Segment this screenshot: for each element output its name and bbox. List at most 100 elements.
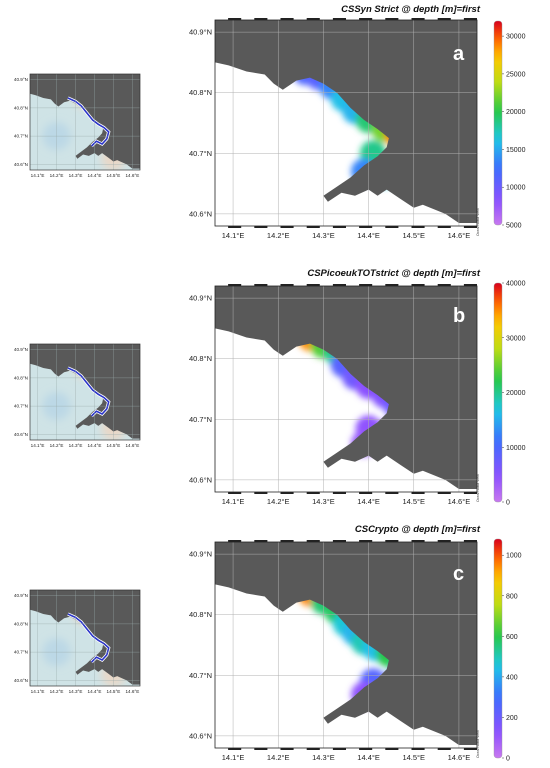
frame-tick bbox=[411, 540, 425, 542]
minimap-lon-label: 14.2°E bbox=[50, 443, 64, 448]
frame-tick bbox=[437, 540, 451, 542]
frame-tick bbox=[437, 18, 451, 20]
frame-tick bbox=[385, 284, 399, 286]
frame-tick bbox=[228, 284, 242, 286]
frame-tick bbox=[228, 18, 242, 20]
colorbar-label: 10000 bbox=[506, 185, 526, 192]
frame-tick bbox=[254, 748, 268, 750]
lat-label: 40.8°N bbox=[189, 354, 212, 363]
minimap-lat-label: 40.9°N bbox=[14, 77, 28, 82]
minimap-body: 40.9°N 40.8°N 40.7°N 40.6°N 14.1°E 14.2°E 14.3… bbox=[14, 589, 141, 694]
minimap-lon-label: 14.4°E bbox=[88, 689, 102, 694]
lat-label: 40.9°N bbox=[189, 550, 212, 559]
minimap-lat-label: 40.8°N bbox=[14, 375, 28, 380]
watermark: Ocean Data View bbox=[476, 208, 480, 236]
lon-label: 14.3°E bbox=[312, 231, 335, 240]
frame-tick bbox=[463, 540, 477, 542]
colorbar-gradient bbox=[493, 20, 503, 226]
minimap-lon-label: 14.5°E bbox=[107, 689, 121, 694]
frame-tick bbox=[385, 492, 399, 494]
minimap-body: 40.9°N 40.8°N 40.7°N 40.6°N 14.1°E 14.2°E 14.3… bbox=[14, 73, 141, 178]
minimap-lon-label: 14.5°E bbox=[107, 173, 121, 178]
colorbar-label: 30000 bbox=[506, 34, 526, 41]
frame-tick bbox=[280, 748, 294, 750]
lon-label: 14.4°E bbox=[357, 753, 380, 762]
frame-tick bbox=[359, 748, 373, 750]
lat-label: 40.7°N bbox=[189, 415, 212, 424]
minimap-lon-label: 14.6°E bbox=[125, 173, 139, 178]
lat-label: 40.8°N bbox=[189, 88, 212, 97]
minimap-lat-label: 40.7°N bbox=[14, 134, 28, 139]
minimap-lon-label: 14.1°E bbox=[31, 173, 45, 178]
frame-tick bbox=[437, 226, 451, 228]
lon-label: 14.6°E bbox=[448, 753, 471, 762]
frame-tick bbox=[280, 226, 294, 228]
minimap-lon-label: 14.5°E bbox=[107, 443, 121, 448]
minimap-lat-label: 40.7°N bbox=[14, 404, 28, 409]
frame-tick bbox=[280, 540, 294, 542]
frame-tick bbox=[411, 226, 425, 228]
minimap-lon-label: 14.2°E bbox=[50, 173, 64, 178]
land-mass bbox=[215, 542, 477, 745]
frame-tick bbox=[254, 492, 268, 494]
colorbar-gradient bbox=[493, 282, 503, 503]
frame-tick bbox=[306, 748, 320, 750]
frame-tick bbox=[306, 226, 320, 228]
minimap-track bbox=[67, 367, 110, 417]
lat-label: 40.8°N bbox=[189, 610, 212, 619]
frame-tick bbox=[437, 748, 451, 750]
minimap-lat-label: 40.6°N bbox=[14, 432, 28, 437]
colorbar-label: 40000 bbox=[506, 281, 526, 288]
minimap-lat-label: 40.7°N bbox=[14, 650, 28, 655]
frame-tick bbox=[306, 492, 320, 494]
colorbar-label: 800 bbox=[506, 593, 518, 600]
minimap-frame bbox=[29, 343, 141, 441]
colorbar-label: 25000 bbox=[506, 71, 526, 78]
frame-tick bbox=[280, 492, 294, 494]
frame-tick bbox=[463, 748, 477, 750]
lon-label: 14.4°E bbox=[357, 497, 380, 506]
lon-label: 14.3°E bbox=[312, 497, 335, 506]
panel-a: CSSyn Strict @ depth [m]=first 40.9°N 40.… bbox=[0, 0, 550, 250]
lon-label: 14.2°E bbox=[267, 497, 290, 506]
frame-tick bbox=[437, 492, 451, 494]
frame-tick bbox=[437, 284, 451, 286]
lon-label: 14.5°E bbox=[402, 231, 425, 240]
frame-tick bbox=[411, 492, 425, 494]
lon-label: 14.5°E bbox=[402, 497, 425, 506]
lat-label: 40.7°N bbox=[189, 149, 212, 158]
frame-tick bbox=[411, 18, 425, 20]
frame-tick bbox=[306, 540, 320, 542]
panel-letter: c bbox=[453, 563, 464, 585]
colorbar-label: 0 bbox=[506, 756, 510, 763]
frame-tick bbox=[385, 226, 399, 228]
frame-tick bbox=[228, 492, 242, 494]
minimap: 40.9°N 40.8°N 40.7°N 40.6°N 14.1°E 14.2°E 14.3… bbox=[14, 589, 141, 694]
frame-tick bbox=[463, 18, 477, 20]
frame-tick bbox=[332, 540, 346, 542]
colorbar-label: 400 bbox=[506, 674, 518, 681]
lon-label: 14.5°E bbox=[402, 753, 425, 762]
frame-tick bbox=[411, 748, 425, 750]
minimap-lat-label: 40.6°N bbox=[14, 162, 28, 167]
lat-label: 40.6°N bbox=[189, 731, 212, 740]
lon-label: 14.1°E bbox=[222, 753, 245, 762]
minimap: 40.9°N 40.8°N 40.7°N 40.6°N 14.1°E 14.2°E 14.3… bbox=[14, 343, 141, 448]
frame-tick bbox=[228, 226, 242, 228]
minimap-lon-label: 14.2°E bbox=[50, 689, 64, 694]
colorbar-label: 1000 bbox=[506, 553, 522, 560]
minimap-lat-label: 40.8°N bbox=[14, 105, 28, 110]
lon-label: 14.1°E bbox=[222, 231, 245, 240]
minimap-lon-label: 14.6°E bbox=[125, 443, 139, 448]
frame-tick bbox=[332, 226, 346, 228]
frame-tick bbox=[359, 18, 373, 20]
panel-title: CSCrypto @ depth [m]=first bbox=[354, 524, 480, 535]
frame-tick bbox=[306, 18, 320, 20]
panel-letter: a bbox=[453, 43, 465, 65]
lat-label: 40.6°N bbox=[189, 209, 212, 218]
minimap-lon-label: 14.3°E bbox=[69, 173, 83, 178]
lon-label: 14.1°E bbox=[222, 497, 245, 506]
minimap: 40.9°N 40.8°N 40.7°N 40.6°N 14.1°E 14.2°E 14.3… bbox=[14, 73, 141, 178]
colorbar: 30000 25000 20000 15000 10000 5000 bbox=[493, 20, 526, 230]
minimap-lat-label: 40.9°N bbox=[14, 347, 28, 352]
